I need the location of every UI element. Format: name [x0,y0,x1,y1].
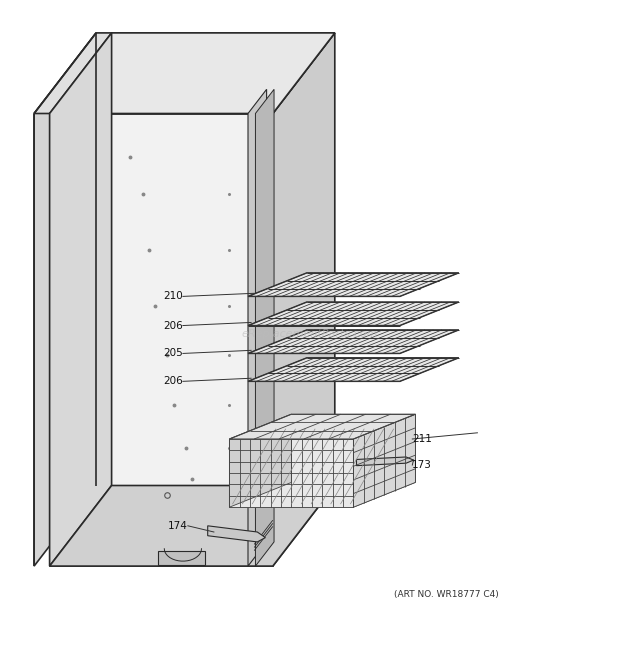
Text: 210: 210 [163,292,183,301]
Polygon shape [50,33,335,114]
Polygon shape [229,483,415,507]
Polygon shape [248,89,267,566]
Polygon shape [34,33,96,566]
Polygon shape [248,273,459,296]
Polygon shape [273,33,335,566]
Text: 206: 206 [163,376,183,386]
Polygon shape [353,414,415,507]
Text: 173: 173 [412,460,432,470]
Polygon shape [50,114,273,566]
Text: 205: 205 [163,348,183,358]
Polygon shape [50,33,112,566]
Polygon shape [248,358,459,381]
Polygon shape [229,439,353,507]
Text: 206: 206 [163,321,183,330]
Polygon shape [229,414,415,439]
Polygon shape [229,414,291,507]
Polygon shape [248,302,459,325]
Text: (ART NO. WR18777 C4): (ART NO. WR18777 C4) [394,590,498,598]
Polygon shape [34,33,335,114]
Text: 174: 174 [168,521,188,531]
Polygon shape [50,485,335,566]
Text: 211: 211 [412,434,432,444]
Polygon shape [356,457,414,465]
Polygon shape [248,330,459,354]
Polygon shape [255,89,274,566]
Polygon shape [208,525,265,542]
Polygon shape [158,551,205,565]
Text: eReplacementParts.com: eReplacementParts.com [242,329,378,338]
